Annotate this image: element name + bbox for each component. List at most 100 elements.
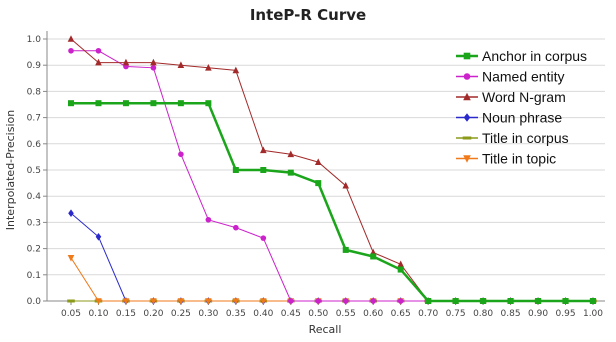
data-point (590, 298, 596, 304)
x-tick-label: 0.85 (501, 309, 521, 319)
legend-item: Noun phrase (456, 110, 562, 126)
data-point (397, 298, 404, 304)
data-point (95, 298, 102, 305)
data-point (150, 298, 157, 305)
series-noun-phrase (68, 209, 596, 305)
y-tick-label: 0.1 (27, 271, 41, 281)
data-point (287, 298, 294, 304)
x-tick-label: 0.55 (336, 309, 356, 319)
x-tick-label: 0.90 (528, 309, 548, 319)
legend-marker (463, 155, 471, 163)
data-point (535, 298, 542, 304)
series-line (70, 212, 593, 302)
x-tick-label: 0.50 (308, 309, 328, 319)
data-point (315, 180, 322, 187)
series-layer (67, 35, 597, 305)
data-point (95, 47, 102, 54)
y-ticks: 0.0 0.1 0.2 0.3 0.4 0.5 0.6 0.7 0.8 0.9 1.0 (27, 35, 47, 307)
legend-marker (463, 73, 471, 80)
legend-marker (462, 136, 472, 140)
data-point (370, 253, 377, 260)
data-point (205, 64, 212, 71)
series-line (70, 257, 593, 302)
series-title-in-topic (67, 254, 597, 305)
y-tick-label: 0.0 (27, 297, 42, 307)
legend-marker (463, 52, 471, 60)
data-point (260, 167, 267, 173)
y-tick-label: 1.0 (27, 35, 42, 45)
data-point (95, 58, 102, 66)
x-axis-label: Recall (309, 323, 342, 336)
legend-item: Title in corpus (456, 130, 569, 146)
data-point (233, 224, 239, 231)
x-tick-label: 0.05 (61, 309, 81, 319)
series-anchor-in-corpus (68, 100, 596, 304)
data-point (342, 298, 349, 304)
legend-item: Title in topic (456, 151, 556, 167)
legend-label: Word N-gram (482, 89, 566, 105)
x-tick-label: 0.45 (281, 309, 301, 319)
y-tick-label: 0.5 (27, 166, 41, 176)
data-point (150, 58, 157, 66)
data-point (68, 47, 74, 54)
data-point (315, 298, 322, 304)
y-tick-label: 0.8 (27, 87, 42, 97)
data-point (342, 181, 350, 189)
data-point (562, 298, 569, 304)
y-axis-label: Interpolated-Precision (4, 110, 17, 230)
data-point (342, 246, 349, 253)
y-tick-label: 0.7 (27, 114, 41, 124)
x-tick-label: 0.30 (198, 309, 218, 319)
x-tick-label: 0.40 (253, 309, 273, 319)
legend-label: Named entity (482, 69, 564, 85)
data-point (452, 298, 459, 304)
data-point (397, 266, 404, 273)
legend-marker (463, 92, 471, 101)
data-point (370, 298, 377, 304)
data-point (95, 100, 102, 107)
y-tick-label: 0.6 (27, 140, 42, 150)
series-line (71, 101, 593, 303)
legend: Anchor in corpus Named entity Word N-gram N… (456, 48, 587, 167)
data-point (95, 233, 102, 241)
data-point (122, 298, 130, 305)
data-point (68, 209, 74, 218)
data-point (425, 298, 432, 304)
legend-marker (463, 113, 471, 122)
legend-item: Anchor in corpus (456, 48, 587, 64)
data-point (397, 260, 404, 268)
data-point (232, 298, 240, 305)
legend-item: Word N-gram (456, 89, 566, 105)
legend-item: Named entity (456, 69, 564, 85)
x-tick-label: 0.15 (116, 309, 136, 319)
data-point (314, 158, 322, 165)
data-point (232, 167, 239, 173)
y-tick-label: 0.2 (27, 245, 41, 255)
data-point (122, 100, 129, 107)
data-point (260, 146, 267, 154)
x-tick-label: 0.10 (88, 309, 108, 319)
data-point (67, 35, 75, 42)
data-point (177, 61, 185, 68)
data-point (232, 66, 240, 74)
data-point (260, 235, 267, 241)
grid (47, 38, 605, 302)
chart-title: InteP-R Curve (250, 6, 366, 24)
data-point (177, 100, 184, 107)
x-tick-label: 0.25 (171, 309, 191, 319)
data-point (507, 298, 514, 304)
x-tick-label: 0.60 (363, 309, 383, 319)
legend-label: Title in topic (482, 151, 556, 167)
x-tick-label: 0.80 (473, 309, 493, 319)
x-tick-label: 1.00 (583, 309, 603, 319)
data-point (67, 254, 75, 262)
data-point (287, 150, 295, 158)
data-point (122, 58, 130, 66)
data-point (150, 100, 157, 107)
data-point (260, 298, 267, 305)
y-tick-label: 0.9 (27, 61, 42, 71)
x-tick-label: 0.70 (418, 309, 438, 319)
data-point (178, 151, 184, 158)
y-tick-label: 0.3 (27, 218, 41, 228)
